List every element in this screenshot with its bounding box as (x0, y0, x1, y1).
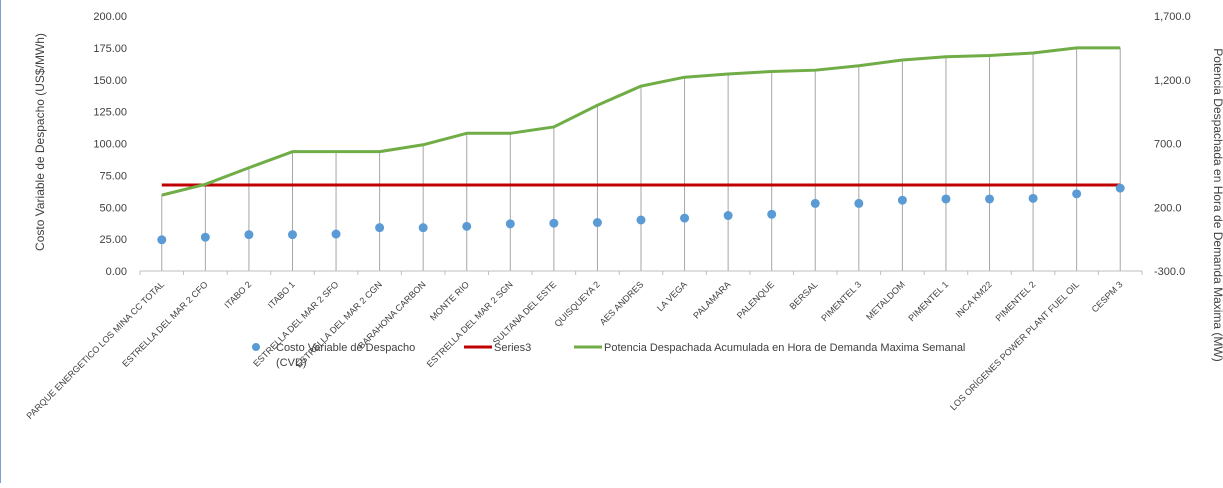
y-tick-label: 175.00 (93, 43, 127, 55)
y2-tick-label: -300.0 (1154, 266, 1185, 278)
category-label: ITABO 1 (266, 279, 297, 310)
category-label: QUISQUEYA 2 (552, 279, 601, 328)
category-label: ESTRELLA DEL MAR 2 SFO (251, 279, 340, 368)
category-label: BERSAL (787, 279, 819, 311)
y-tick-label: 50.00 (99, 202, 127, 214)
cvd-point (462, 221, 472, 231)
category-label: ESTRELLA DEL MAR 2 SGN (425, 279, 515, 369)
category-label: PIMENTEL 1 (906, 279, 950, 323)
category-label: INCA KM22 (954, 279, 994, 319)
y-tick-label: 0.00 (106, 266, 127, 278)
legend: Costo Variable de Despacho (CVD) Series3… (252, 342, 965, 369)
cvd-point (157, 235, 167, 245)
category-label: AES ANDRES (598, 279, 646, 327)
cvd-point (592, 218, 602, 228)
category-label: ESTRELLA DEL MAR 2 CFO (120, 279, 210, 369)
y-tick-label: 150.00 (93, 75, 127, 87)
y-axis-title: Costo Variable de Despacho (US$/MWh) (33, 33, 47, 251)
legend-label-series3: Series3 (494, 342, 531, 354)
cvd-point (941, 194, 951, 204)
cvd-point (854, 198, 864, 208)
cvd-point (1072, 189, 1082, 199)
window-edge (0, 0, 1, 483)
y2-tick-label: 1,200.0 (1154, 75, 1191, 87)
cvd-point (549, 218, 559, 228)
y2-tick-label: 200.0 (1154, 202, 1182, 214)
y2-tick-label: 1,700.0 (1154, 11, 1191, 23)
y-tick-label: 100.00 (93, 139, 127, 151)
cvd-point (1115, 183, 1125, 193)
legend-label-potencia: Potencia Despachada Acumulada en Hora de… (604, 342, 965, 354)
cvd-point (375, 223, 385, 233)
legend-marker-cvd (252, 343, 260, 351)
cvd-point (985, 194, 995, 204)
cvd-point (505, 219, 515, 229)
category-label: ESTRELLA DEL MAR 2 CGN (294, 279, 384, 369)
cvd-point (897, 195, 907, 205)
cvd-point (810, 198, 820, 208)
cvd-point (418, 223, 428, 233)
y-tick-label: 75.00 (99, 170, 127, 182)
cvd-point (331, 229, 341, 239)
cvd-point (767, 209, 777, 219)
y-tick-label: 25.00 (99, 234, 127, 246)
drop-lines-group (161, 47, 1121, 271)
category-label: PIMENTEL 3 (819, 279, 863, 323)
legend-label-cvd: Costo Variable de Despacho (276, 342, 415, 354)
potencia-line (161, 46, 1121, 197)
cvd-point (287, 230, 297, 240)
category-label: CESPM 3 (1090, 279, 1125, 314)
y-tick-label: 125.00 (93, 107, 127, 119)
points-group (157, 183, 1125, 245)
category-label: ITABO 2 (222, 279, 253, 310)
cvd-point (680, 213, 690, 223)
cvd-point (200, 232, 210, 242)
cvd-point (723, 211, 733, 221)
y2-axis-title: Potencia Despachada en Hora de Demanda M… (1211, 48, 1223, 361)
series-group (161, 46, 1121, 197)
cvd-point (1028, 193, 1038, 203)
y2-tick-label: 700.0 (1154, 139, 1182, 151)
category-label: PALENQUE (735, 279, 776, 320)
category-label: MONTE RIO (428, 279, 471, 322)
cvd-point (636, 215, 646, 225)
axes-group: 0.00 25.00 50.00 75.00 100.00 125.00 150.00 175… (93, 11, 1190, 278)
legend-label-cvd-line2: (CVD) (276, 357, 307, 369)
category-label: PALAMARA (691, 279, 732, 320)
y-tick-label: 200.00 (93, 11, 127, 23)
category-label: PIMENTEL 2 (994, 279, 1038, 323)
cvd-point (244, 230, 254, 240)
category-label: METALDOM (864, 279, 907, 322)
category-label: LA VEGA (655, 279, 689, 313)
